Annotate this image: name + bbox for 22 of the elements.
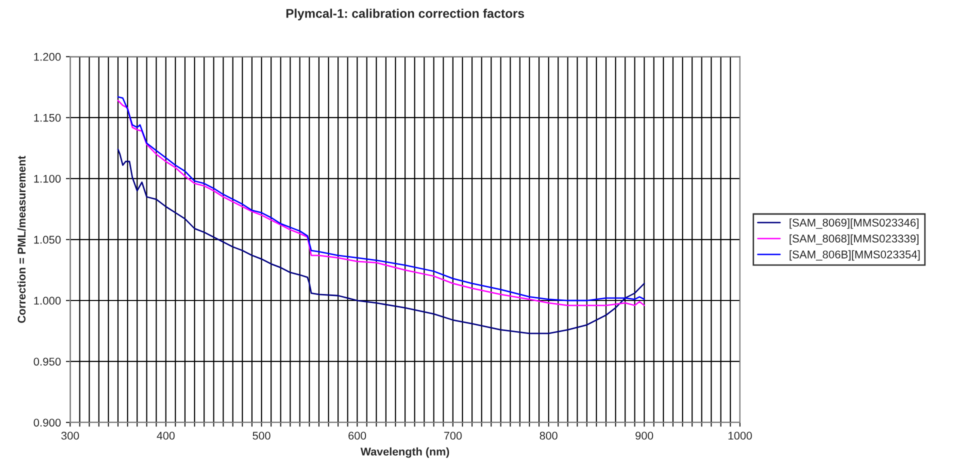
chart-title: Plymcal-1: calibration correction factors [286, 8, 524, 20]
y-axis-title: Correction = PML/measurement [17, 156, 26, 323]
x-tick-label: 1000 [728, 432, 752, 440]
x-axis-title: Wavelength (nm) [360, 447, 450, 458]
y-tick-label: 1.200 [34, 52, 61, 61]
x-tick-label: 800 [540, 432, 558, 440]
y-tick-label: 1.100 [34, 174, 61, 183]
line-series [117, 148, 645, 334]
legend-label: [SAM_8068][MMS023339] [790, 234, 918, 245]
y-tick-label: 1.000 [34, 296, 61, 305]
legend-label: [SAM_8069][MMS023346] [790, 218, 918, 229]
legend-label: [SAM_806B][MMS023354] [790, 250, 920, 261]
x-tick-label: 500 [252, 432, 270, 440]
x-tick-label: 900 [636, 432, 654, 440]
y-tick-label: 1.150 [34, 114, 61, 122]
x-tick-label: 400 [156, 432, 175, 440]
x-tick-label: 700 [444, 432, 462, 440]
y-tick-label: 0.900 [34, 418, 61, 427]
x-tick-label: 300 [61, 432, 79, 440]
x-tick-label: 600 [348, 432, 366, 440]
y-tick-label: 0.950 [34, 358, 61, 366]
y-tick-label: 1.050 [34, 236, 61, 244]
